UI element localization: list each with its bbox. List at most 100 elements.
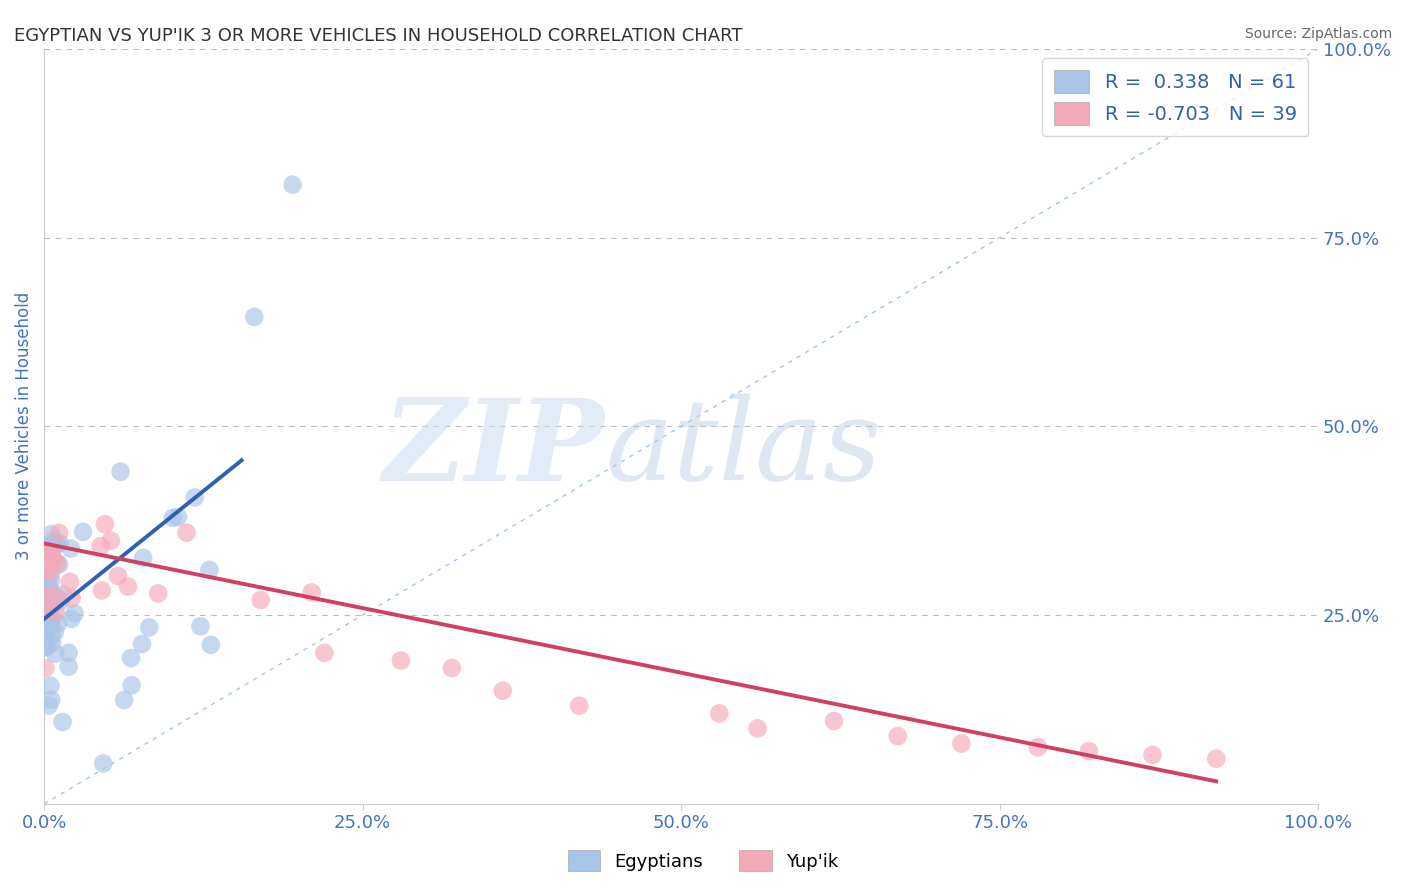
Point bbox=[38, 610, 60, 624]
Point bbox=[51, 714, 73, 729]
Point bbox=[34, 564, 56, 578]
Point bbox=[42, 552, 65, 566]
Point bbox=[112, 693, 135, 707]
Point bbox=[39, 693, 62, 707]
Point bbox=[42, 611, 65, 625]
Point bbox=[72, 524, 94, 539]
Point bbox=[37, 573, 59, 587]
Point bbox=[39, 573, 62, 587]
Point bbox=[281, 178, 304, 192]
Point bbox=[60, 591, 83, 605]
Point bbox=[45, 605, 67, 619]
Legend: R =  0.338   N = 61, R = -0.703   N = 39: R = 0.338 N = 61, R = -0.703 N = 39 bbox=[1042, 59, 1309, 136]
Point bbox=[314, 646, 336, 660]
Point bbox=[39, 600, 62, 615]
Point bbox=[249, 593, 271, 607]
Point bbox=[568, 698, 591, 713]
Point bbox=[110, 465, 132, 479]
Point bbox=[46, 557, 69, 571]
Y-axis label: 3 or more Vehicles in Household: 3 or more Vehicles in Household bbox=[15, 293, 32, 560]
Point bbox=[41, 629, 63, 643]
Point bbox=[44, 647, 66, 661]
Point bbox=[38, 602, 60, 616]
Text: Source: ZipAtlas.com: Source: ZipAtlas.com bbox=[1244, 27, 1392, 41]
Point bbox=[38, 601, 60, 615]
Point bbox=[198, 563, 221, 577]
Text: ZIP: ZIP bbox=[382, 393, 605, 505]
Point bbox=[148, 586, 170, 600]
Point bbox=[49, 594, 72, 608]
Point bbox=[63, 607, 86, 621]
Point bbox=[48, 525, 70, 540]
Point bbox=[44, 589, 66, 603]
Point bbox=[37, 574, 59, 588]
Point bbox=[709, 706, 731, 721]
Point bbox=[48, 558, 70, 572]
Point bbox=[117, 580, 139, 594]
Point bbox=[492, 683, 515, 698]
Point bbox=[58, 646, 80, 660]
Point bbox=[45, 591, 67, 605]
Text: atlas: atlas bbox=[605, 393, 882, 504]
Point bbox=[301, 585, 323, 599]
Point bbox=[39, 539, 62, 553]
Point bbox=[35, 545, 58, 559]
Point bbox=[38, 583, 60, 598]
Point bbox=[52, 587, 75, 601]
Point bbox=[91, 756, 114, 771]
Point bbox=[39, 615, 62, 630]
Point bbox=[37, 545, 59, 559]
Point bbox=[35, 550, 58, 565]
Point bbox=[747, 722, 769, 736]
Point bbox=[34, 591, 56, 606]
Point bbox=[100, 533, 122, 548]
Point bbox=[90, 583, 112, 598]
Point bbox=[389, 653, 412, 667]
Point bbox=[34, 640, 56, 655]
Point bbox=[39, 565, 62, 579]
Point bbox=[39, 679, 62, 693]
Point bbox=[44, 624, 66, 639]
Point bbox=[59, 574, 82, 589]
Point bbox=[1142, 747, 1164, 762]
Point bbox=[58, 659, 80, 673]
Point bbox=[39, 542, 62, 557]
Point bbox=[167, 510, 190, 524]
Point bbox=[42, 533, 65, 548]
Point bbox=[34, 625, 56, 640]
Point bbox=[39, 617, 62, 632]
Point bbox=[41, 548, 63, 562]
Point bbox=[184, 491, 207, 505]
Point bbox=[121, 678, 143, 692]
Point bbox=[440, 661, 463, 675]
Point bbox=[1077, 744, 1099, 758]
Point bbox=[34, 661, 56, 675]
Point bbox=[94, 517, 117, 532]
Point bbox=[41, 599, 63, 613]
Point bbox=[48, 536, 70, 550]
Point bbox=[1026, 740, 1049, 755]
Point bbox=[200, 638, 222, 652]
Point bbox=[35, 588, 58, 602]
Point bbox=[38, 698, 60, 713]
Point bbox=[37, 566, 59, 581]
Point bbox=[35, 640, 58, 654]
Point bbox=[131, 637, 153, 651]
Point bbox=[34, 571, 56, 585]
Point bbox=[823, 714, 845, 728]
Point bbox=[162, 511, 184, 525]
Point bbox=[59, 541, 82, 556]
Point bbox=[243, 310, 266, 324]
Point bbox=[132, 550, 155, 565]
Point bbox=[37, 589, 59, 603]
Point bbox=[138, 620, 160, 634]
Point bbox=[886, 729, 908, 743]
Point bbox=[1205, 752, 1227, 766]
Point bbox=[39, 527, 62, 541]
Point bbox=[34, 621, 56, 635]
Point bbox=[46, 616, 69, 631]
Point bbox=[120, 651, 142, 665]
Point bbox=[190, 619, 212, 633]
Point bbox=[950, 737, 973, 751]
Point bbox=[35, 571, 58, 585]
